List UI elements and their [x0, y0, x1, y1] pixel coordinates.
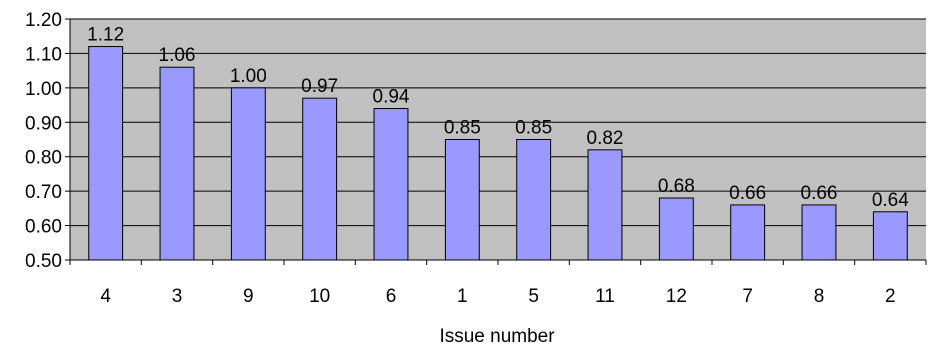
x-axis-title: Issue number: [439, 326, 555, 347]
plot-area: [70, 19, 926, 260]
x-tick-label-5: 5: [528, 286, 539, 307]
y-tick-label: 0.80: [25, 148, 62, 169]
data-labels: 1.12 1.06 1.00 0.97 0.94 0.85 0.85 0.82 0.68 0.66…: [87, 25, 909, 211]
data-label-8: 0.66: [801, 183, 838, 204]
data-label-3: 1.06: [159, 45, 196, 66]
data-label-9: 1.00: [230, 66, 267, 87]
data-label-5: 0.85: [515, 118, 552, 139]
y-axis-ticks: 0.50 0.60 0.70 0.80 0.90 1.00 1.10 1.20: [25, 10, 70, 272]
bar-11: [587, 149, 623, 261]
y-tick-label: 1.20: [25, 10, 62, 31]
bar-6: [373, 108, 409, 261]
data-label-6: 0.94: [373, 87, 410, 108]
x-tick-label-10: 10: [309, 286, 330, 307]
bar-12: [658, 197, 694, 261]
bar-10: [302, 97, 338, 261]
x-tick-label-7: 7: [742, 286, 753, 307]
y-tick-label: 0.60: [25, 217, 62, 238]
bar-7: [730, 204, 766, 261]
data-label-11: 0.82: [587, 128, 624, 149]
x-tick-label-11: 11: [595, 286, 615, 307]
y-tick-label: 1.10: [25, 44, 62, 65]
data-label-1: 0.85: [444, 118, 481, 139]
x-axis-ticks: 4 3 9 10 6 1 5 11 12 7 8 2: [69, 260, 927, 307]
x-tick-label-3: 3: [172, 286, 183, 307]
bar-5: [516, 139, 552, 261]
y-tick-label: 0.50: [25, 251, 62, 272]
data-label-2: 0.64: [872, 190, 909, 211]
data-label-10: 0.97: [301, 76, 338, 97]
data-label-4: 1.12: [87, 25, 124, 46]
bars: [88, 46, 908, 261]
bar-3: [159, 66, 195, 261]
x-tick-label-6: 6: [386, 286, 397, 307]
bar-2: [872, 211, 908, 261]
gridlines: [70, 18, 926, 227]
x-tick-label-2: 2: [885, 286, 896, 307]
data-label-12: 0.68: [658, 176, 695, 197]
bar-1: [444, 139, 480, 261]
y-tick-label: 0.70: [25, 182, 62, 203]
data-label-7: 0.66: [729, 183, 766, 204]
bar-8: [801, 204, 837, 261]
x-tick-label-4: 4: [100, 286, 111, 307]
x-tick-label-1: 1: [457, 286, 468, 307]
bar-4: [88, 46, 124, 261]
y-tick-label: 0.90: [25, 113, 62, 134]
x-tick-label-8: 8: [814, 286, 825, 307]
bar-9: [230, 87, 266, 261]
y-tick-label: 1.00: [25, 79, 62, 100]
x-tick-label-12: 12: [666, 286, 687, 307]
x-tick-label-9: 9: [243, 286, 254, 307]
